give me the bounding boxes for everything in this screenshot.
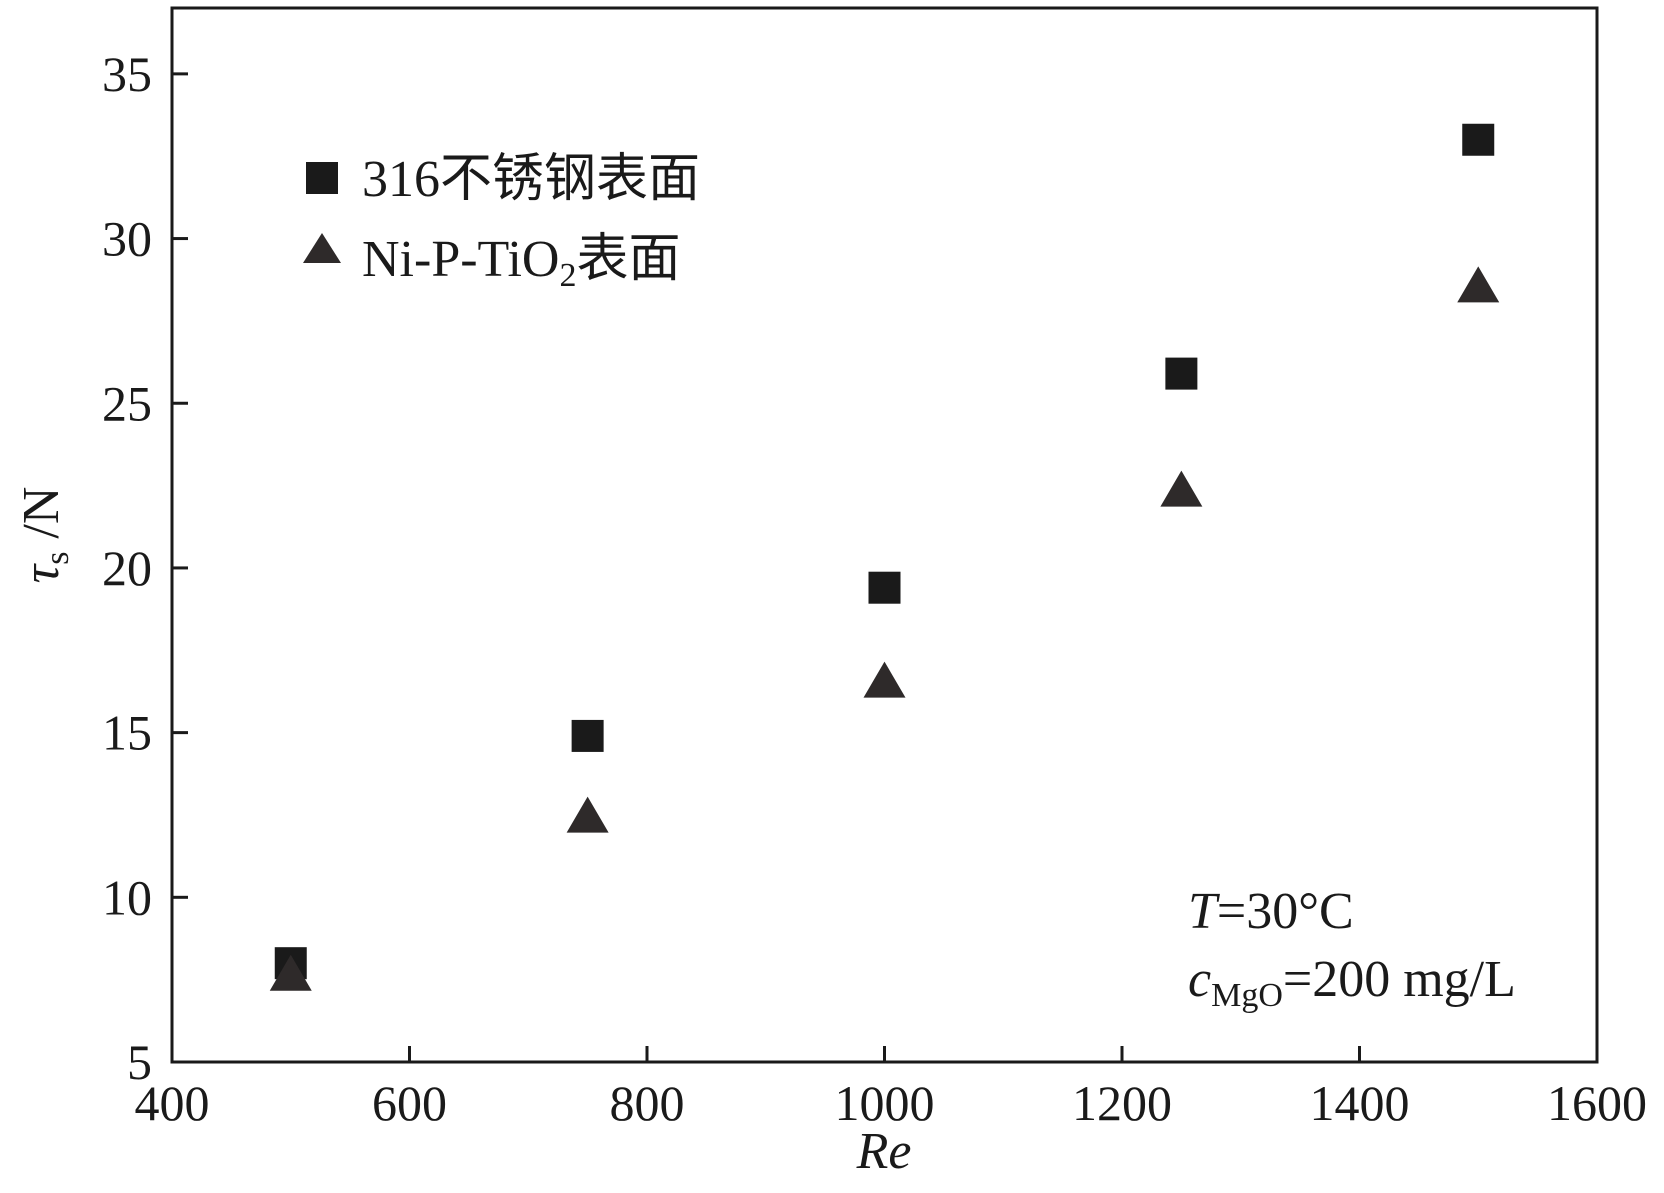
x-tick-label: 1400 (1310, 1075, 1410, 1131)
svg-text:τs /N: τs /N (13, 487, 76, 584)
x-axis-ticks: 400 600 800 1000 1200 1400 1600 (135, 1046, 1647, 1131)
data-point-triangle (269, 954, 312, 991)
y-tick-label: 10 (102, 869, 152, 925)
y-tick-label: 5 (127, 1034, 152, 1090)
y-axis-title-subscript: s (39, 552, 76, 565)
y-axis-title: τs /N (13, 487, 76, 584)
x-tick-label: 600 (372, 1075, 447, 1131)
data-point-triangle (863, 661, 906, 698)
data-point-square (1165, 357, 1198, 390)
y-axis-title-unit: /N (13, 487, 70, 552)
data-point-square (1462, 123, 1495, 156)
legend-label-316: 316不锈钢表面 (362, 151, 700, 208)
y-axis-ticks: 5 10 15 20 25 30 35 (102, 46, 188, 1090)
data-point-triangle (1457, 266, 1500, 303)
data-point-triangle (566, 796, 609, 833)
x-tick-label: 1000 (835, 1075, 935, 1131)
data-point-square (868, 571, 901, 604)
y-tick-label: 30 (102, 211, 152, 267)
conditions-annotation: T=30°C cMgO=200 mg/L (1188, 883, 1516, 1014)
data-point-triangle (1160, 470, 1203, 507)
x-tick-label: 800 (610, 1075, 685, 1131)
y-axis-title-symbol: τ (13, 562, 70, 583)
series-ni-p-tio2 (269, 266, 1500, 991)
x-tick-label: 1600 (1547, 1075, 1647, 1131)
legend-label-ni-p-tio2: Ni-P-TiO2表面 (362, 231, 681, 294)
x-tick-label: 1200 (1072, 1075, 1172, 1131)
legend-marker-square (306, 162, 338, 194)
y-tick-label: 15 (102, 705, 152, 761)
legend-marker-triangle (303, 233, 341, 263)
annotation-concentration: cMgO=200 mg/L (1188, 951, 1516, 1014)
x-axis-title: Re (856, 1123, 912, 1180)
legend: 316不锈钢表面 Ni-P-TiO2表面 (303, 151, 700, 294)
annotation-temperature: T=30°C (1188, 883, 1354, 940)
data-point-square (571, 719, 604, 752)
y-tick-label: 20 (102, 540, 152, 596)
y-tick-label: 35 (102, 46, 152, 102)
x-tick-label: 400 (135, 1075, 210, 1131)
y-tick-label: 25 (102, 375, 152, 431)
